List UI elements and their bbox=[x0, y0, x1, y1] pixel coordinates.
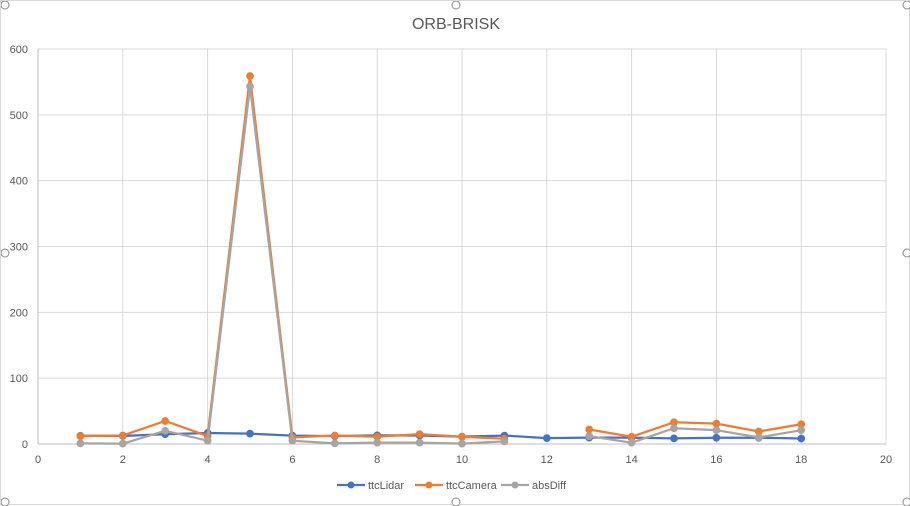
x-tick-label: 18 bbox=[795, 454, 807, 466]
data-point-ttcLidar bbox=[797, 434, 806, 443]
data-point-ttcCamera bbox=[246, 72, 254, 80]
data-point-ttcCamera bbox=[161, 417, 170, 425]
data-point-absDiff bbox=[203, 436, 212, 445]
legend-item-absDiff[interactable]: absDiff bbox=[501, 480, 567, 492]
series-absDiff bbox=[76, 82, 806, 448]
data-point-absDiff bbox=[373, 438, 382, 447]
y-tick-label: 100 bbox=[10, 373, 28, 385]
series-line-absDiff bbox=[588, 427, 803, 444]
data-point-ttcCamera bbox=[712, 419, 721, 428]
resize-handle[interactable] bbox=[902, 248, 910, 258]
x-tick-label: 4 bbox=[205, 454, 211, 466]
resize-handle[interactable] bbox=[1, 497, 10, 506]
legend-item-ttcCamera[interactable]: ttcCamera bbox=[415, 480, 498, 492]
data-point-absDiff bbox=[627, 438, 636, 447]
legend-swatch-marker bbox=[425, 481, 433, 489]
data-point-absDiff bbox=[712, 426, 721, 435]
x-tick-label: 16 bbox=[710, 454, 722, 466]
data-point-absDiff bbox=[415, 438, 424, 447]
y-tick-label: 300 bbox=[10, 242, 28, 254]
series-line-ttcCamera bbox=[588, 421, 803, 438]
legend-label: ttcCamera bbox=[446, 480, 498, 492]
grid bbox=[38, 48, 887, 444]
data-point-ttcLidar bbox=[542, 434, 551, 443]
data-point-ttcLidar bbox=[712, 433, 721, 442]
legend-item-ttcLidar[interactable]: ttcLidar bbox=[337, 480, 404, 492]
y-tick-label: 600 bbox=[10, 44, 28, 56]
x-tick-label: 6 bbox=[289, 454, 295, 466]
x-tick-label: 0 bbox=[35, 454, 41, 466]
data-point-ttcCamera bbox=[585, 425, 594, 434]
data-point-absDiff bbox=[330, 439, 339, 448]
data-point-absDiff bbox=[797, 426, 806, 435]
legend: ttcLidar ttcCamera absDiff bbox=[337, 480, 567, 492]
data-point-absDiff bbox=[118, 439, 127, 448]
data-point-ttcCamera bbox=[118, 431, 127, 440]
resize-handle[interactable] bbox=[902, 497, 910, 506]
x-tick-label: 8 bbox=[374, 454, 380, 466]
y-tick-label: 200 bbox=[10, 307, 28, 319]
data-point-absDiff bbox=[246, 82, 254, 91]
x-tick-label: 14 bbox=[625, 454, 637, 466]
data-point-ttcCamera bbox=[458, 432, 466, 441]
data-point-absDiff bbox=[585, 432, 594, 440]
data-point-ttcCamera bbox=[415, 430, 424, 438]
data-point-ttcLidar bbox=[670, 434, 678, 443]
data-point-absDiff bbox=[458, 439, 466, 448]
data-point-absDiff bbox=[288, 436, 297, 445]
chart-title: ORB-BRISK bbox=[412, 16, 500, 33]
resize-handle[interactable] bbox=[902, 1, 910, 10]
x-tick-label: 12 bbox=[541, 454, 553, 466]
series-ttcCamera bbox=[76, 72, 806, 443]
y-tick-label: 500 bbox=[10, 110, 28, 122]
data-point-ttcCamera bbox=[330, 431, 339, 440]
data-point-absDiff bbox=[76, 439, 85, 448]
resize-handle[interactable] bbox=[451, 497, 461, 506]
x-tick-label: 10 bbox=[456, 454, 468, 466]
data-point-ttcLidar bbox=[246, 429, 254, 438]
series-group bbox=[76, 72, 806, 448]
data-point-absDiff bbox=[754, 433, 763, 442]
resize-handle[interactable] bbox=[1, 248, 10, 258]
resize-handle[interactable] bbox=[451, 1, 461, 10]
axes: 0 100 200 300 400 500 600 0 2 4 6 8 10 12 14 16 18 20 bbox=[10, 44, 892, 466]
legend-swatch-marker bbox=[347, 481, 355, 489]
resize-handle[interactable] bbox=[1, 1, 10, 10]
y-tick-label: 400 bbox=[10, 176, 28, 188]
y-tick-label: 0 bbox=[22, 439, 28, 451]
data-point-ttcCamera bbox=[76, 432, 85, 440]
legend-swatch-marker bbox=[511, 481, 519, 489]
data-point-absDiff bbox=[670, 424, 678, 433]
legend-label: absDiff bbox=[532, 480, 567, 492]
legend-label: ttcLidar bbox=[368, 480, 404, 492]
data-point-absDiff bbox=[161, 426, 170, 435]
data-point-absDiff bbox=[500, 437, 509, 446]
x-tick-label: 2 bbox=[120, 454, 126, 466]
x-tick-label: 20 bbox=[880, 454, 892, 466]
